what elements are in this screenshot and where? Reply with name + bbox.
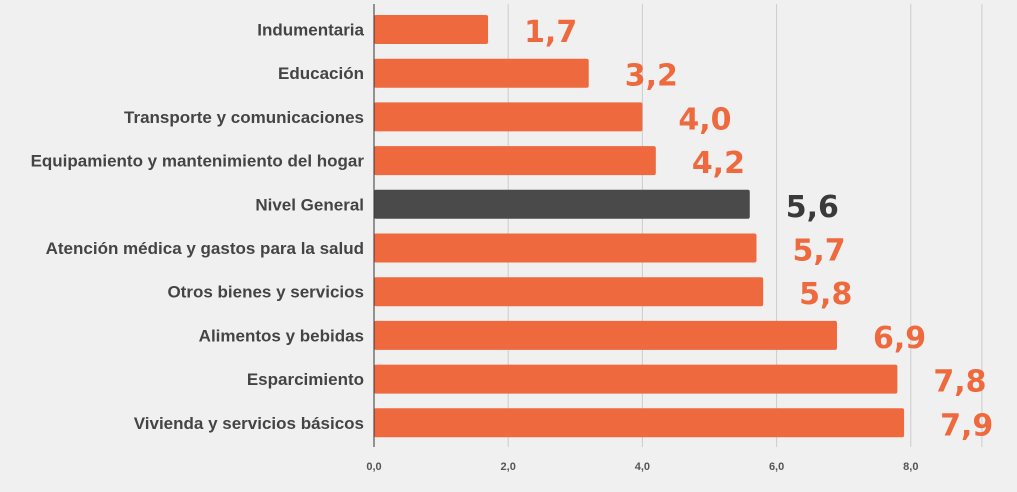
category-label-4: Nivel General	[255, 195, 364, 214]
category-label-8: Esparcimiento	[247, 370, 364, 389]
category-label-5: Atención médica y gastos para la salud	[46, 239, 364, 258]
category-label-6: Otros bienes y servicios	[167, 283, 364, 302]
value-label-1: 3,2	[625, 59, 678, 94]
value-label-9: 7,9	[940, 408, 993, 443]
x-tick-label-1: 2,0	[501, 461, 516, 473]
bar-9	[374, 408, 905, 438]
bar-3	[374, 146, 656, 176]
x-tick-label-0: 0,0	[366, 461, 381, 473]
x-tick-label-3: 6,0	[769, 461, 784, 473]
value-labels: 1,7 3,24,0 4,2 5,6 5,7 5,8 6,97,8 7,9	[524, 15, 993, 443]
bar-4	[374, 189, 750, 219]
x-axis-tick-labels: 0,0 2,0 4,0 6,0 8,0	[366, 461, 918, 473]
category-labels: Indumentaria Educación Transporte y comuni…	[31, 21, 365, 433]
value-label-6: 5,8	[799, 277, 852, 312]
category-label-7: Alimentos y bebidas	[199, 326, 364, 345]
x-tick-label-2: 4,0	[635, 461, 650, 473]
category-label-2: Transporte y comunicaciones	[124, 108, 364, 127]
category-label-9: Vivienda y servicios básicos	[134, 414, 364, 433]
bar-6	[374, 277, 764, 307]
category-label-1: Educación	[278, 64, 364, 83]
value-label-8: 7,8	[933, 365, 986, 400]
value-label-5: 5,7	[792, 234, 845, 269]
bar-2	[374, 102, 643, 132]
bars	[374, 15, 905, 438]
value-label-3: 4,2	[692, 146, 745, 181]
bar-7	[374, 320, 837, 350]
bar-0	[374, 15, 489, 44]
value-label-0: 1,7	[524, 15, 577, 50]
bar-8	[374, 364, 898, 394]
value-label-7: 6,9	[873, 321, 926, 356]
category-label-0: Indumentaria	[257, 21, 364, 40]
bar-5	[374, 233, 757, 263]
x-tick-label-4: 8,0	[903, 461, 918, 473]
bar-1	[374, 58, 589, 88]
value-label-2: 4,0	[678, 102, 731, 137]
value-label-4: 5,6	[786, 190, 839, 225]
category-label-3: Equipamiento y mantenimiento del hogar	[31, 152, 365, 171]
